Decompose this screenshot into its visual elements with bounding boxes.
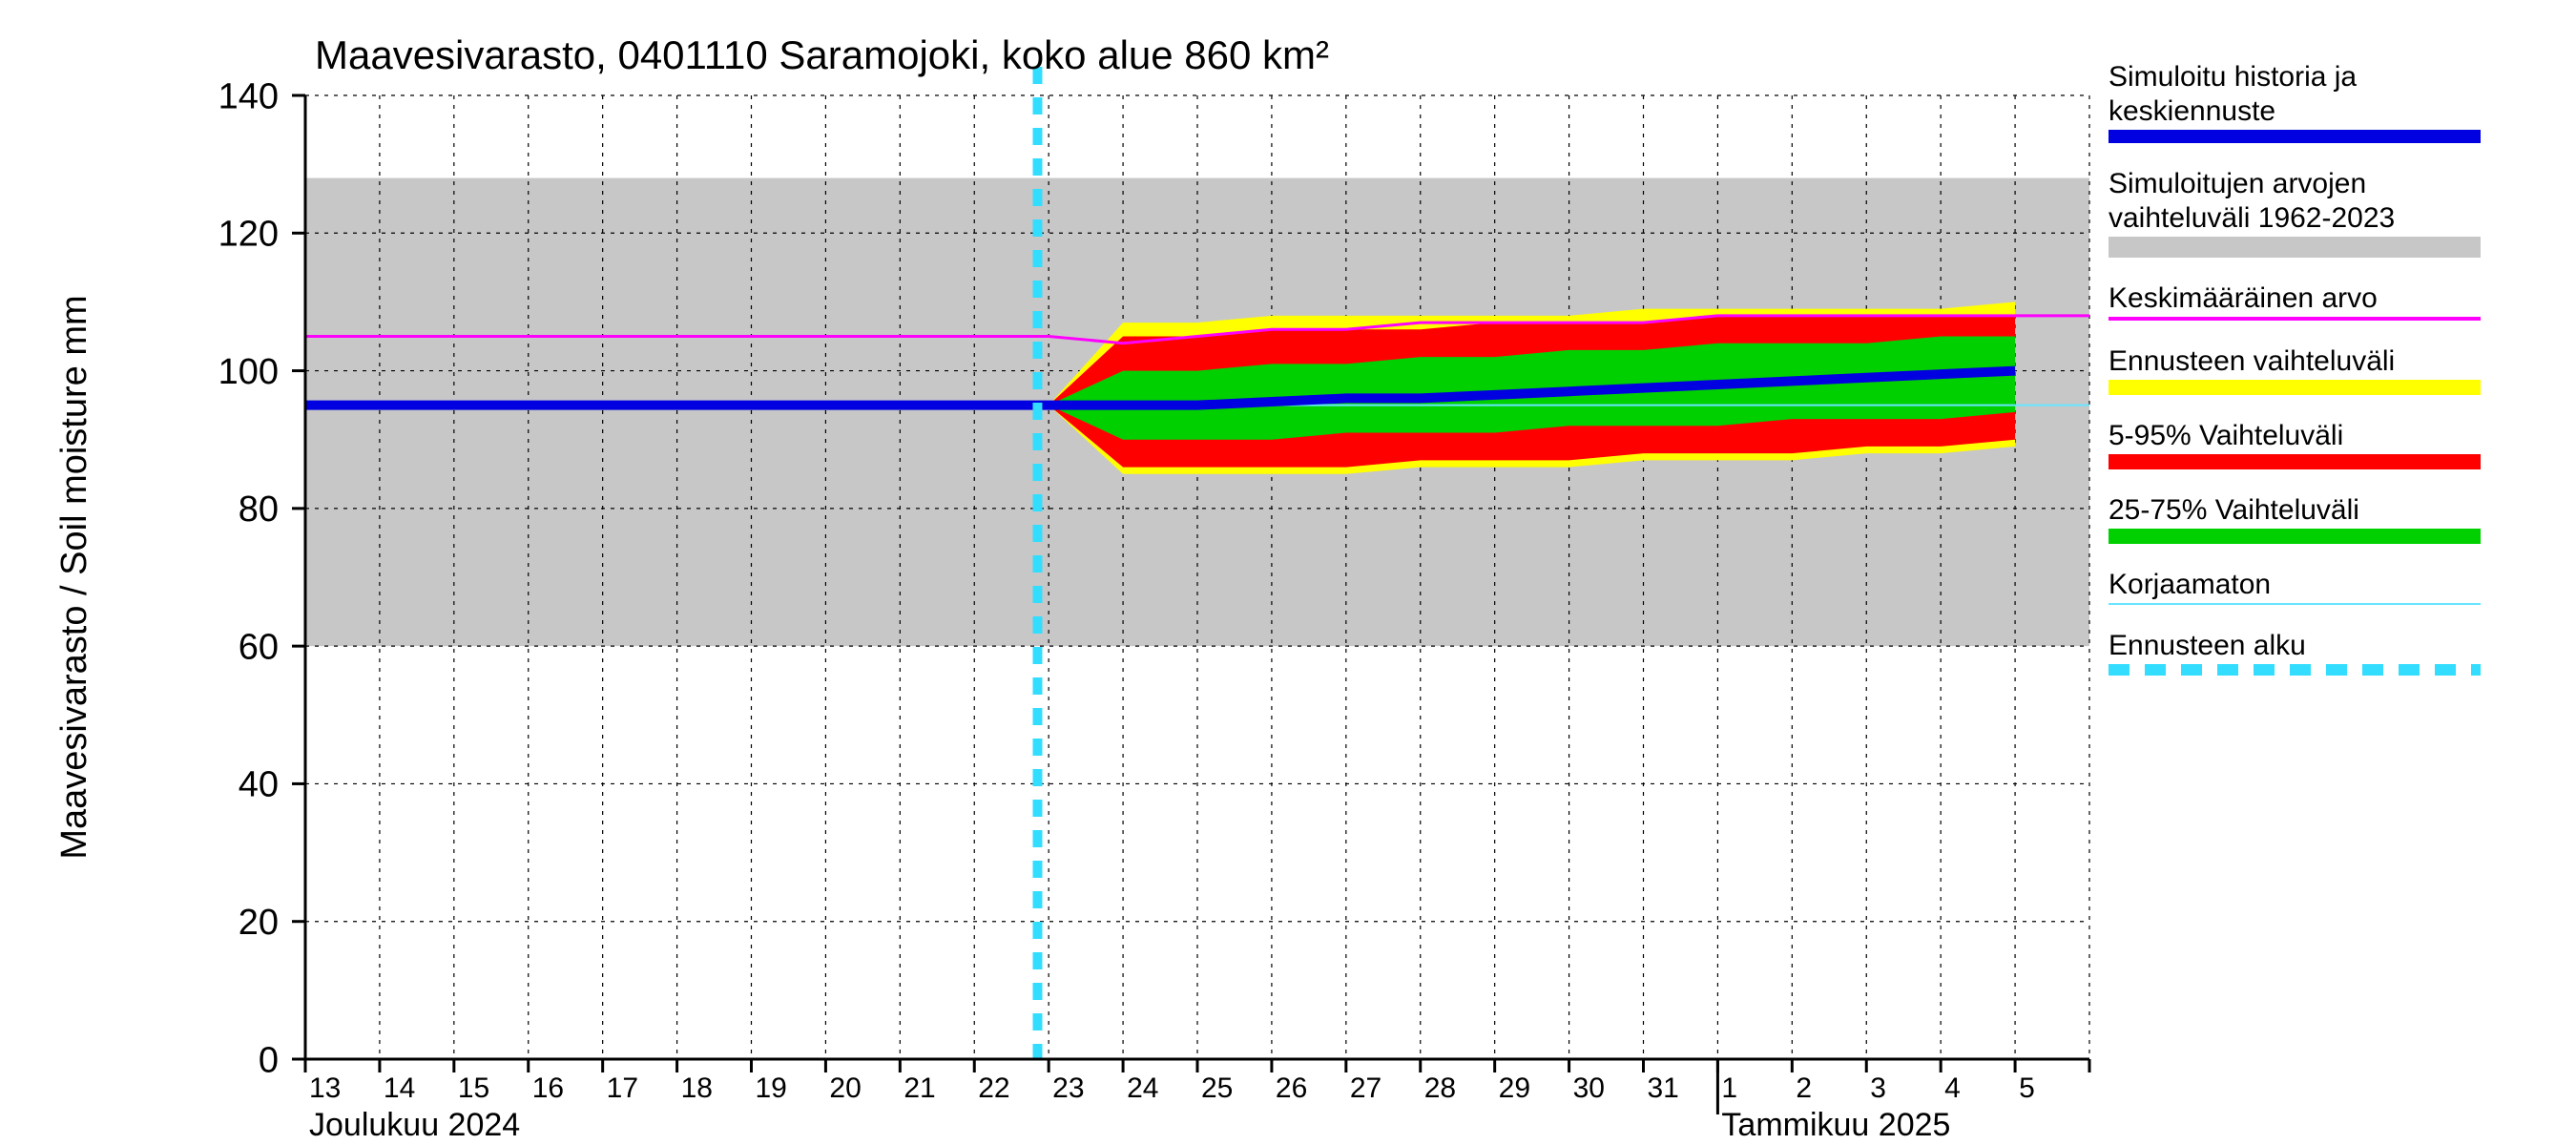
month-label: Joulukuu 2024 [309, 1107, 520, 1143]
x-tick-label: 13 [309, 1072, 341, 1104]
y-tick-label: 20 [239, 903, 279, 943]
legend-label: Ennusteen vaihteluväli [2109, 345, 2395, 377]
legend-swatch [2109, 454, 2481, 469]
y-tick-label: 40 [239, 765, 279, 805]
legend-swatch [2109, 237, 2481, 258]
y-tick-label: 0 [259, 1040, 279, 1080]
x-tick-label: 29 [1499, 1072, 1530, 1104]
y-tick-label: 100 [218, 352, 279, 392]
x-tick-label: 17 [607, 1072, 638, 1104]
legend-label: Keskimääräinen arvo [2109, 282, 2378, 314]
x-tick-label: 18 [681, 1072, 713, 1104]
y-axis-label: Maavesivarasto / Soil moisture mm [54, 295, 94, 859]
legend-label: keskiennuste [2109, 95, 2275, 127]
x-tick-label: 2 [1796, 1072, 1812, 1104]
x-tick-label: 21 [904, 1072, 935, 1104]
chart-svg: 0204060801001201401314151617181920212223… [0, 0, 2576, 1145]
y-tick-label: 140 [218, 76, 279, 116]
legend-label: Simuloitu historia ja [2109, 61, 2357, 93]
chart-title: Maavesivarasto, 0401110 Saramojoki, koko… [315, 32, 1329, 77]
x-tick-label: 27 [1350, 1072, 1381, 1104]
x-tick-label: 14 [384, 1072, 415, 1104]
x-tick-label: 22 [978, 1072, 1009, 1104]
x-tick-label: 23 [1052, 1072, 1084, 1104]
legend-label: Korjaamaton [2109, 569, 2271, 600]
x-tick-label: 28 [1424, 1072, 1456, 1104]
x-tick-label: 16 [532, 1072, 564, 1104]
x-tick-label: 30 [1573, 1072, 1605, 1104]
y-tick-label: 60 [239, 627, 279, 667]
x-tick-label: 4 [1944, 1072, 1961, 1104]
x-tick-label: 25 [1201, 1072, 1233, 1104]
y-tick-label: 80 [239, 489, 279, 530]
chart-container: 0204060801001201401314151617181920212223… [0, 0, 2576, 1145]
x-tick-label: 1 [1721, 1072, 1737, 1104]
legend-label: Simuloitujen arvojen [2109, 168, 2366, 199]
legend-swatch [2109, 380, 2481, 395]
x-tick-label: 20 [829, 1072, 861, 1104]
x-tick-label: 31 [1648, 1072, 1679, 1104]
x-tick-label: 26 [1276, 1072, 1307, 1104]
x-tick-label: 19 [756, 1072, 787, 1104]
legend-label: vaihteluväli 1962-2023 [2109, 202, 2395, 234]
legend-label: 25-75% Vaihteluväli [2109, 494, 2359, 526]
x-tick-label: 24 [1127, 1072, 1158, 1104]
x-tick-label: 15 [458, 1072, 489, 1104]
legend-label: 5-95% Vaihteluväli [2109, 420, 2343, 451]
y-axis-label-group: Maavesivarasto / Soil moisture mm [54, 295, 94, 859]
month-label: Tammikuu 2025 [1721, 1107, 1950, 1143]
legend-swatch [2109, 529, 2481, 544]
legend-label: Ennusteen alku [2109, 630, 2306, 661]
x-tick-label: 3 [1870, 1072, 1886, 1104]
x-tick-label: 5 [2019, 1072, 2035, 1104]
y-tick-label: 120 [218, 215, 279, 255]
